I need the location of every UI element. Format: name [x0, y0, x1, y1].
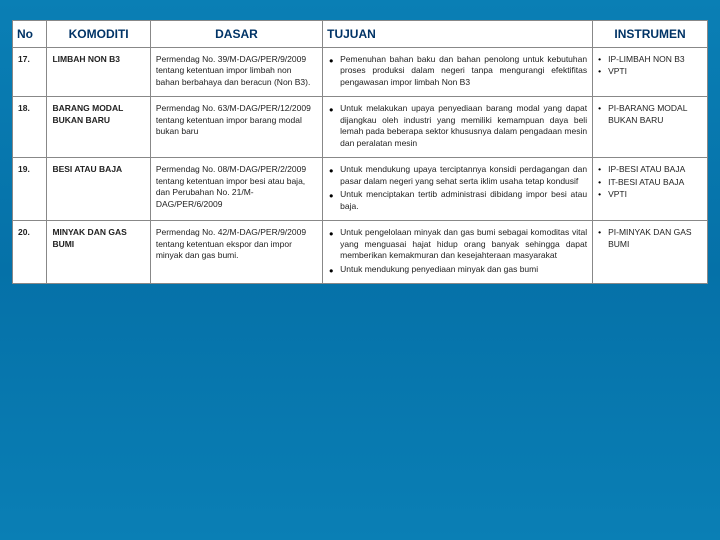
instrumen-item: VPTI — [598, 66, 702, 77]
cell-tujuan: Untuk melakukan upaya penyediaan barang … — [323, 97, 593, 158]
instrumen-item: VPTI — [598, 189, 702, 200]
header-instrumen: INSTRUMEN — [593, 21, 708, 48]
cell-komoditi: MINYAK DAN GAS BUMI — [47, 221, 150, 284]
tujuan-item: Untuk mendukung upaya terciptannya konsi… — [328, 164, 587, 187]
instrumen-item: PI-MINYAK DAN GAS BUMI — [598, 227, 702, 250]
cell-tujuan: Untuk pengelolaan minyak dan gas bumi se… — [323, 221, 593, 284]
tujuan-item: Untuk menciptakan tertib administrasi di… — [328, 189, 587, 212]
cell-instrumen: PI-MINYAK DAN GAS BUMI — [593, 221, 708, 284]
cell-komoditi: BARANG MODAL BUKAN BARU — [47, 97, 150, 158]
cell-dasar: Permendag No. 42/M-DAG/PER/9/2009 tentan… — [150, 221, 322, 284]
cell-dasar: Permendag No. 08/M-DAG/PER/2/2009 tentan… — [150, 158, 322, 221]
cell-no: 19. — [13, 158, 47, 221]
table-row: 19.BESI ATAU BAJAPermendag No. 08/M-DAG/… — [13, 158, 708, 221]
cell-instrumen: IP-BESI ATAU BAJA IT-BESI ATAU BAJAVPTI — [593, 158, 708, 221]
cell-tujuan: Untuk mendukung upaya terciptannya konsi… — [323, 158, 593, 221]
tujuan-item: Pemenuhan bahan baku dan bahan penolong … — [328, 54, 587, 88]
table-body: 17.LIMBAH NON B3Permendag No. 39/M-DAG/P… — [13, 48, 708, 284]
table-row: 18.BARANG MODAL BUKAN BARUPermendag No. … — [13, 97, 708, 158]
cell-dasar: Permendag No. 39/M-DAG/PER/9/2009 tentan… — [150, 48, 322, 97]
table-row: 20.MINYAK DAN GAS BUMIPermendag No. 42/M… — [13, 221, 708, 284]
cell-no: 20. — [13, 221, 47, 284]
header-no: No — [13, 21, 47, 48]
cell-dasar: Permendag No. 63/M-DAG/PER/12/2009 tenta… — [150, 97, 322, 158]
cell-tujuan: Pemenuhan bahan baku dan bahan penolong … — [323, 48, 593, 97]
instrumen-item: IT-BESI ATAU BAJA — [598, 177, 702, 188]
cell-instrumen: PI-BARANG MODAL BUKAN BARU — [593, 97, 708, 158]
cell-komoditi: BESI ATAU BAJA — [47, 158, 150, 221]
tujuan-item: Untuk melakukan upaya penyediaan barang … — [328, 103, 587, 149]
regulation-table: No KOMODITI DASAR TUJUAN INSTRUMEN 17.LI… — [12, 20, 708, 284]
cell-no: 18. — [13, 97, 47, 158]
table-row: 17.LIMBAH NON B3Permendag No. 39/M-DAG/P… — [13, 48, 708, 97]
header-tujuan: TUJUAN — [323, 21, 593, 48]
header-dasar: DASAR — [150, 21, 322, 48]
instrumen-item: IP-BESI ATAU BAJA — [598, 164, 702, 175]
header-row: No KOMODITI DASAR TUJUAN INSTRUMEN — [13, 21, 708, 48]
cell-instrumen: IP-LIMBAH NON B3VPTI — [593, 48, 708, 97]
cell-no: 17. — [13, 48, 47, 97]
instrumen-item: IP-LIMBAH NON B3 — [598, 54, 702, 65]
cell-komoditi: LIMBAH NON B3 — [47, 48, 150, 97]
instrumen-item: PI-BARANG MODAL BUKAN BARU — [598, 103, 702, 126]
header-komoditi: KOMODITI — [47, 21, 150, 48]
tujuan-item: Untuk pengelolaan minyak dan gas bumi se… — [328, 227, 587, 261]
tujuan-item: Untuk mendukung penyediaan minyak dan ga… — [328, 264, 587, 275]
